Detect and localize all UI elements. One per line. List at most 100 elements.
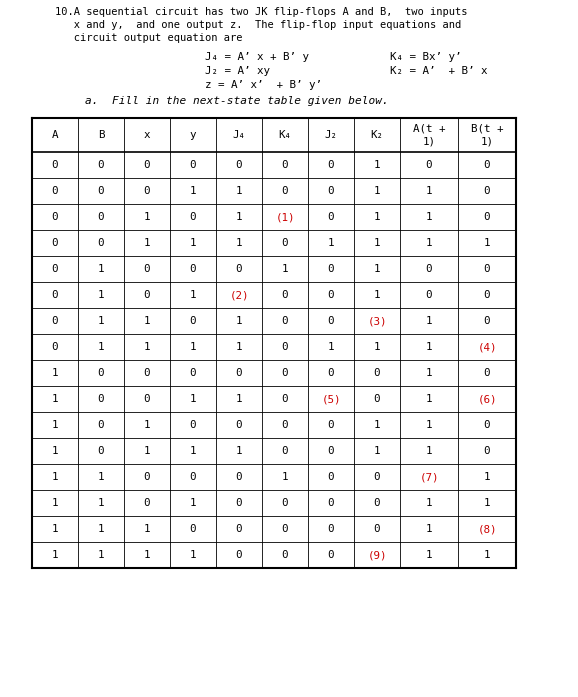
Text: 0: 0 xyxy=(144,264,150,274)
Text: a.  Fill in the next-state table given below.: a. Fill in the next-state table given be… xyxy=(85,96,389,106)
Text: 1: 1 xyxy=(426,524,432,534)
Text: 1: 1 xyxy=(52,368,58,378)
Text: K₄: K₄ xyxy=(279,130,291,140)
Text: 0: 0 xyxy=(144,394,150,404)
Text: 1: 1 xyxy=(190,290,197,300)
Text: 1: 1 xyxy=(374,238,380,248)
Text: 1: 1 xyxy=(52,446,58,456)
Text: A: A xyxy=(52,130,58,140)
Text: 0: 0 xyxy=(281,524,288,534)
Text: K₄ = Bx’ y’: K₄ = Bx’ y’ xyxy=(390,52,461,62)
Text: (1): (1) xyxy=(275,212,295,222)
Text: (6): (6) xyxy=(477,394,497,404)
Text: 1: 1 xyxy=(98,290,104,300)
Text: 1: 1 xyxy=(98,524,104,534)
Text: 0: 0 xyxy=(281,420,288,430)
Text: 0: 0 xyxy=(98,160,104,170)
Text: 0: 0 xyxy=(52,212,58,222)
Text: (8): (8) xyxy=(477,524,497,534)
Text: 0: 0 xyxy=(236,524,242,534)
Text: 0: 0 xyxy=(281,446,288,456)
Text: 1: 1 xyxy=(426,394,432,404)
Text: 1: 1 xyxy=(98,498,104,508)
Text: (5): (5) xyxy=(321,394,341,404)
Text: 1: 1 xyxy=(374,212,380,222)
Text: 1: 1 xyxy=(484,472,490,482)
Text: 0: 0 xyxy=(190,316,197,326)
Text: 0: 0 xyxy=(190,160,197,170)
Text: 1: 1 xyxy=(144,316,150,326)
Text: 0: 0 xyxy=(281,186,288,196)
Text: 1: 1 xyxy=(236,342,242,352)
Text: 0: 0 xyxy=(328,186,334,196)
Text: 0: 0 xyxy=(328,290,334,300)
Text: 1: 1 xyxy=(236,238,242,248)
Text: 0: 0 xyxy=(236,472,242,482)
Text: 0: 0 xyxy=(328,524,334,534)
Text: 0: 0 xyxy=(484,290,490,300)
Text: 0: 0 xyxy=(374,498,380,508)
Text: 0: 0 xyxy=(281,368,288,378)
Text: circuit output equation are: circuit output equation are xyxy=(55,33,243,43)
Text: 0: 0 xyxy=(98,212,104,222)
Text: 0: 0 xyxy=(281,394,288,404)
Text: 1: 1 xyxy=(426,342,432,352)
Text: 1: 1 xyxy=(426,238,432,248)
Text: 0: 0 xyxy=(52,186,58,196)
Text: 10.A sequential circuit has two JK flip-flops A and B,  two inputs: 10.A sequential circuit has two JK flip-… xyxy=(55,7,468,17)
Text: 0: 0 xyxy=(98,186,104,196)
Text: 0: 0 xyxy=(190,264,197,274)
Text: 1: 1 xyxy=(236,316,242,326)
Text: 0: 0 xyxy=(328,420,334,430)
Text: 0: 0 xyxy=(328,472,334,482)
Text: 0: 0 xyxy=(98,368,104,378)
Text: 1: 1 xyxy=(374,160,380,170)
Text: (3): (3) xyxy=(367,316,387,326)
Text: 1: 1 xyxy=(144,238,150,248)
Text: 0: 0 xyxy=(374,394,380,404)
Text: 1: 1 xyxy=(426,186,432,196)
Text: 0: 0 xyxy=(281,342,288,352)
Text: 1: 1 xyxy=(426,446,432,456)
Text: 1: 1 xyxy=(52,550,58,560)
Text: 1: 1 xyxy=(374,290,380,300)
Text: (7): (7) xyxy=(419,472,439,482)
Text: 1: 1 xyxy=(426,316,432,326)
Text: 1: 1 xyxy=(426,498,432,508)
Text: 0: 0 xyxy=(281,316,288,326)
Text: 1: 1 xyxy=(236,446,242,456)
Text: 1: 1 xyxy=(374,446,380,456)
Text: 1: 1 xyxy=(426,550,432,560)
Text: 0: 0 xyxy=(52,160,58,170)
Text: 0: 0 xyxy=(98,420,104,430)
Text: 0: 0 xyxy=(52,238,58,248)
Text: 0: 0 xyxy=(98,238,104,248)
Text: 1: 1 xyxy=(98,316,104,326)
Text: 0: 0 xyxy=(281,498,288,508)
Text: 1: 1 xyxy=(374,186,380,196)
Text: 0: 0 xyxy=(190,212,197,222)
Text: 1: 1 xyxy=(52,420,58,430)
Text: 0: 0 xyxy=(484,160,490,170)
Text: 1: 1 xyxy=(144,342,150,352)
Text: 1: 1 xyxy=(144,212,150,222)
Text: 0: 0 xyxy=(484,212,490,222)
Text: 0: 0 xyxy=(328,498,334,508)
Text: z = A’ x’  + B’ y’: z = A’ x’ + B’ y’ xyxy=(205,80,322,90)
Text: 0: 0 xyxy=(52,316,58,326)
Text: 1: 1 xyxy=(374,264,380,274)
Text: 0: 0 xyxy=(236,550,242,560)
Text: J₄ = A’ x + B’ y: J₄ = A’ x + B’ y xyxy=(205,52,309,62)
Text: 1: 1 xyxy=(190,550,197,560)
Text: 0: 0 xyxy=(281,290,288,300)
Text: 1: 1 xyxy=(98,264,104,274)
Text: 0: 0 xyxy=(190,368,197,378)
Text: 1: 1 xyxy=(281,472,288,482)
Text: 1: 1 xyxy=(190,238,197,248)
Text: 0: 0 xyxy=(484,316,490,326)
Text: 0: 0 xyxy=(484,446,490,456)
Text: 1: 1 xyxy=(144,446,150,456)
Text: 0: 0 xyxy=(98,446,104,456)
Text: K₂ = A’  + B’ x: K₂ = A’ + B’ x xyxy=(390,66,487,76)
Text: 0: 0 xyxy=(426,264,432,274)
